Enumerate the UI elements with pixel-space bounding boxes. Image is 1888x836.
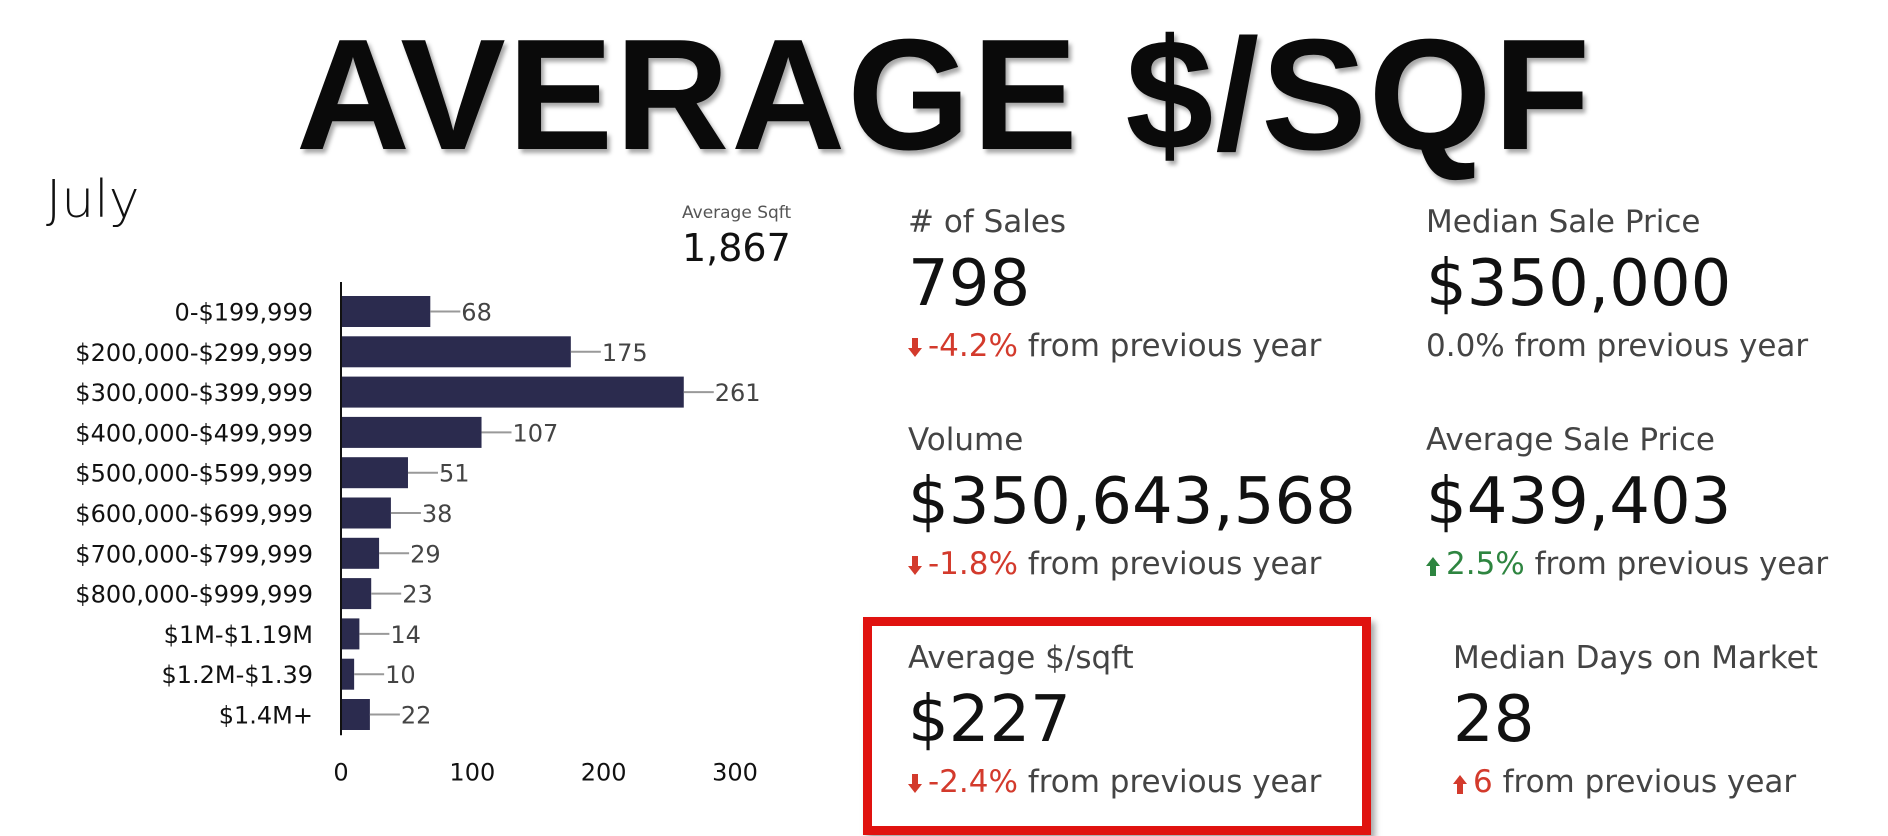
kpi-change: 6 from previous year bbox=[1453, 764, 1818, 800]
category-label: $400,000-$499,999 bbox=[75, 419, 313, 447]
kpi-suffix: from previous year bbox=[1027, 328, 1322, 364]
headline: AVERAGE $/SQF bbox=[295, 7, 1593, 183]
bar bbox=[341, 457, 408, 489]
bar bbox=[341, 296, 431, 327]
price-range-bar-chart: 0-$199,999 68 $200,000-$299,999 175 $300,000… bbox=[75, 282, 761, 786]
category-label: $1M-$1.19M bbox=[164, 621, 313, 649]
kpi-suffix: from previous year bbox=[1027, 764, 1322, 800]
bar bbox=[341, 336, 571, 368]
bar bbox=[341, 376, 684, 408]
data-label: 23 bbox=[402, 581, 433, 609]
kpi-delta: 0.0% bbox=[1426, 328, 1505, 364]
kpi-suffix: from previous year bbox=[1502, 764, 1797, 800]
kpi-suffix: from previous year bbox=[1514, 328, 1809, 364]
month-label: July bbox=[46, 170, 140, 230]
data-label: 261 bbox=[715, 379, 761, 407]
bar bbox=[341, 658, 355, 690]
kpi-delta: 6 bbox=[1473, 764, 1493, 800]
kpi-value: $227 bbox=[908, 683, 1071, 757]
kpi-change: 2.5% from previous year bbox=[1426, 546, 1828, 582]
kpi-delta: -4.2% bbox=[928, 328, 1018, 364]
category-label: $200,000-$299,999 bbox=[75, 339, 313, 367]
bar bbox=[341, 416, 482, 448]
bar bbox=[341, 699, 370, 730]
kpi-value: $350,000 bbox=[1426, 247, 1732, 321]
arrow-up-icon bbox=[1453, 774, 1467, 794]
category-label: $600,000-$699,999 bbox=[75, 500, 313, 528]
bar bbox=[341, 497, 391, 529]
kpi-label: # of Sales bbox=[908, 204, 1067, 240]
kpi-change: -2.4% from previous year bbox=[908, 764, 1321, 800]
kpi-delta: 2.5% bbox=[1446, 546, 1525, 582]
bar bbox=[341, 618, 360, 650]
kpi-median-sale-price: Median Sale Price $350,000 0.0% from pre… bbox=[1426, 204, 1808, 364]
kpi-change: -4.2% from previous year bbox=[908, 328, 1321, 364]
data-label: 14 bbox=[390, 621, 421, 649]
kpi-value: 28 bbox=[1453, 683, 1535, 757]
kpi-value: $439,403 bbox=[1426, 465, 1732, 539]
average-sqft-label: Average Sqft bbox=[682, 203, 792, 223]
category-label: 0-$199,999 bbox=[175, 299, 313, 327]
category-label: $500,000-$599,999 bbox=[75, 460, 313, 488]
average-sqft-value: 1,867 bbox=[682, 226, 791, 270]
kpi-delta: -2.4% bbox=[928, 764, 1018, 800]
data-label: 51 bbox=[439, 460, 470, 488]
kpi-value: 798 bbox=[908, 247, 1031, 321]
data-label: 10 bbox=[385, 661, 416, 689]
category-label: $1.4M+ bbox=[219, 702, 313, 730]
kpi-median-days-on-market: Median Days on Market 28 6 from previous… bbox=[1453, 640, 1818, 800]
highlight-box bbox=[863, 617, 1371, 835]
data-label: 68 bbox=[461, 299, 492, 327]
data-label: 38 bbox=[422, 500, 453, 528]
arrow-down-icon bbox=[908, 555, 922, 575]
kpi-label: Volume bbox=[908, 422, 1024, 458]
data-label: 22 bbox=[401, 702, 432, 730]
kpi-number-of-sales: # of Sales 798 -4.2% from previous year bbox=[908, 204, 1321, 364]
arrow-down-icon bbox=[908, 773, 922, 793]
kpi-volume: Volume $350,643,568 -1.8% from previous … bbox=[908, 422, 1356, 582]
kpi-delta: -1.8% bbox=[928, 546, 1018, 582]
bar bbox=[341, 537, 380, 569]
category-label: $700,000-$799,999 bbox=[75, 540, 313, 568]
bar bbox=[341, 578, 372, 610]
arrow-down-icon bbox=[908, 337, 922, 357]
category-label: $300,000-$399,999 bbox=[75, 379, 313, 407]
kpi-suffix: from previous year bbox=[1027, 546, 1322, 582]
data-label: 175 bbox=[602, 339, 648, 367]
kpi-label: Median Sale Price bbox=[1426, 204, 1701, 240]
data-label: 107 bbox=[513, 419, 559, 447]
kpi-label: Average Sale Price bbox=[1426, 422, 1715, 458]
kpi-label: Median Days on Market bbox=[1453, 640, 1818, 676]
x-tick-label: 100 bbox=[449, 758, 495, 786]
kpi-label: Average $/sqft bbox=[908, 640, 1134, 676]
kpi-average-price-per-sqft: Average $/sqft $227 -2.4% from previous … bbox=[908, 640, 1321, 800]
x-tick-label: 300 bbox=[712, 758, 758, 786]
data-label: 29 bbox=[410, 540, 441, 568]
kpi-change: 0.0% from previous year bbox=[1426, 328, 1808, 364]
kpi-average-sale-price: Average Sale Price $439,403 2.5% from pr… bbox=[1426, 422, 1828, 582]
x-tick-label: 0 bbox=[333, 758, 348, 786]
kpi-change: -1.8% from previous year bbox=[908, 546, 1356, 582]
arrow-up-icon bbox=[1426, 556, 1440, 576]
x-tick-label: 200 bbox=[581, 758, 627, 786]
category-label: $1.2M-$1.39 bbox=[161, 661, 313, 689]
kpi-suffix: from previous year bbox=[1534, 546, 1829, 582]
kpi-value: $350,643,568 bbox=[908, 465, 1356, 539]
category-label: $800,000-$999,999 bbox=[75, 581, 313, 609]
